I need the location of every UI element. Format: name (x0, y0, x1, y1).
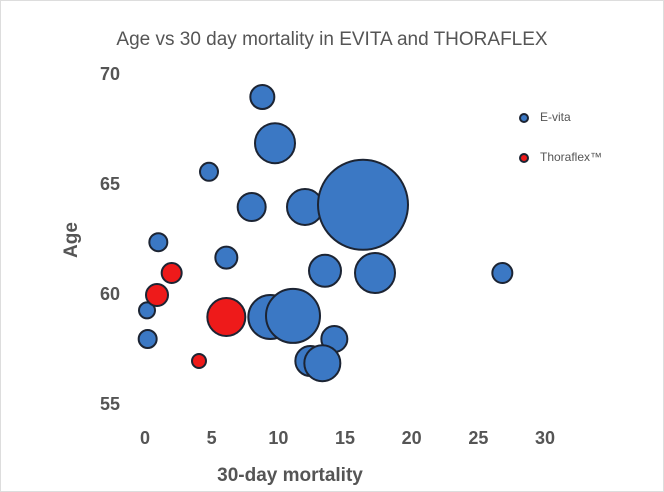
bubble (491, 262, 514, 284)
y-tick-label: 60 (100, 284, 120, 304)
bubble (160, 262, 183, 284)
x-tick-label: 30 (535, 428, 555, 448)
bubble (254, 122, 296, 165)
bubble (236, 192, 267, 222)
bubble (148, 232, 169, 253)
chart-title: Age vs 30 day mortality in EVITA and THO… (116, 29, 548, 50)
bubble (199, 161, 219, 182)
x-tick-label: 15 (335, 428, 355, 448)
bubble (145, 283, 169, 307)
y-axis-label: Age (61, 222, 82, 258)
bubble (137, 329, 158, 349)
legend-marker (519, 153, 529, 163)
bubble (354, 252, 396, 294)
bubble (249, 84, 276, 110)
bubble (206, 297, 247, 337)
bubble (191, 353, 207, 369)
bubble (303, 344, 342, 383)
bubble (214, 245, 239, 270)
x-tick-label: 5 (207, 428, 217, 448)
x-axis-label: 30-day mortality (217, 465, 363, 486)
x-tick-label: 20 (402, 428, 422, 448)
legend-marker (519, 113, 529, 123)
legend-label: Thoraflex™ (540, 150, 602, 164)
bubble (138, 301, 156, 320)
bubble (265, 287, 321, 344)
bubble (308, 253, 342, 288)
y-tick-label: 70 (100, 64, 120, 84)
legend-label: E-vita (540, 110, 571, 124)
x-tick-label: 10 (268, 428, 288, 448)
x-tick-label: 25 (468, 428, 488, 448)
x-tick-label: 0 (140, 428, 150, 448)
y-tick-label: 55 (100, 394, 120, 414)
bubble (317, 158, 409, 251)
y-tick-label: 65 (100, 174, 120, 194)
